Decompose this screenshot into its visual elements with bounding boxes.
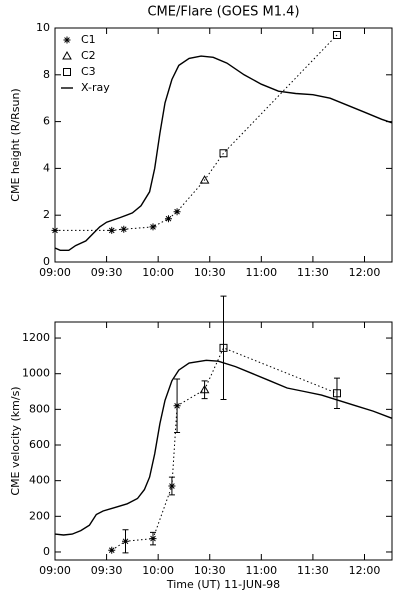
x-tick-label: 11:30 — [297, 266, 329, 279]
y-tick-label: 10 — [36, 21, 50, 34]
y-tick-label: 0 — [43, 255, 50, 268]
point-star — [173, 402, 181, 410]
error-bar — [333, 377, 340, 409]
y-tick-label: 6 — [43, 115, 50, 128]
y-tick-label: 600 — [29, 438, 50, 451]
y-axis-label: CME height (R/Rsun) — [9, 88, 22, 201]
x-tick-label: 12:00 — [349, 266, 381, 279]
x-tick-label: 11:30 — [297, 564, 329, 577]
point-triangle — [199, 175, 210, 184]
legend-symbol — [63, 36, 71, 44]
point-star — [149, 223, 157, 231]
x-tick-label: 12:00 — [349, 564, 381, 577]
y-tick-label: 400 — [29, 474, 50, 487]
point-star — [51, 226, 59, 234]
y-tick-label: 0 — [43, 545, 50, 558]
y-tick-label: 800 — [29, 402, 50, 415]
point-square — [332, 31, 341, 40]
legend-symbol — [63, 68, 71, 76]
x-tick-label: 11:00 — [245, 564, 277, 577]
error-bar — [201, 380, 208, 400]
y-tick-label: 200 — [29, 509, 50, 522]
x-tick-label: 10:30 — [194, 266, 226, 279]
y-tick-label: 1200 — [22, 331, 50, 344]
legend-symbol — [62, 50, 72, 60]
x-tick-label: 09:30 — [91, 564, 123, 577]
point-star — [120, 225, 128, 233]
y-tick-label: 1000 — [22, 367, 50, 380]
x-tick-label: 09:30 — [91, 266, 123, 279]
y-tick-label: 2 — [43, 208, 50, 221]
chart-title: CME/Flare (GOES M1.4) — [147, 5, 299, 20]
point-star — [168, 482, 176, 490]
point-star — [121, 537, 129, 545]
x-tick-label: 11:00 — [245, 266, 277, 279]
plot-frame — [54, 27, 393, 263]
y-tick-label: 4 — [43, 161, 50, 174]
point-square — [219, 343, 228, 352]
legend-label: C1 — [81, 33, 96, 46]
point-star — [149, 535, 157, 543]
x-ray-line — [54, 55, 393, 252]
error-bar — [220, 295, 227, 401]
point-square — [219, 149, 228, 158]
dotted-connector — [111, 347, 338, 551]
x-tick-label: 10:30 — [194, 564, 226, 577]
y-tick-label: 8 — [43, 68, 50, 81]
legend-label: C3 — [81, 65, 96, 78]
point-star — [164, 215, 172, 223]
dotted-connector — [55, 34, 338, 231]
legend-label: X-ray — [81, 81, 110, 94]
point-square — [332, 389, 341, 398]
point-triangle — [199, 384, 210, 394]
x-tick-label: 09:00 — [39, 564, 71, 577]
x-tick-label: 09:00 — [39, 266, 71, 279]
legend-label: C2 — [81, 49, 96, 62]
y-axis-label: CME velocity (km/s) — [9, 386, 22, 495]
x-tick-label: 10:00 — [142, 266, 174, 279]
x-tick-label: 10:00 — [142, 564, 174, 577]
point-star — [108, 546, 116, 554]
point-star — [108, 226, 116, 234]
x-ray-line — [54, 359, 393, 536]
x-axis-label: Time (UT) 11-JUN-98 — [166, 578, 280, 591]
point-star — [173, 208, 181, 216]
